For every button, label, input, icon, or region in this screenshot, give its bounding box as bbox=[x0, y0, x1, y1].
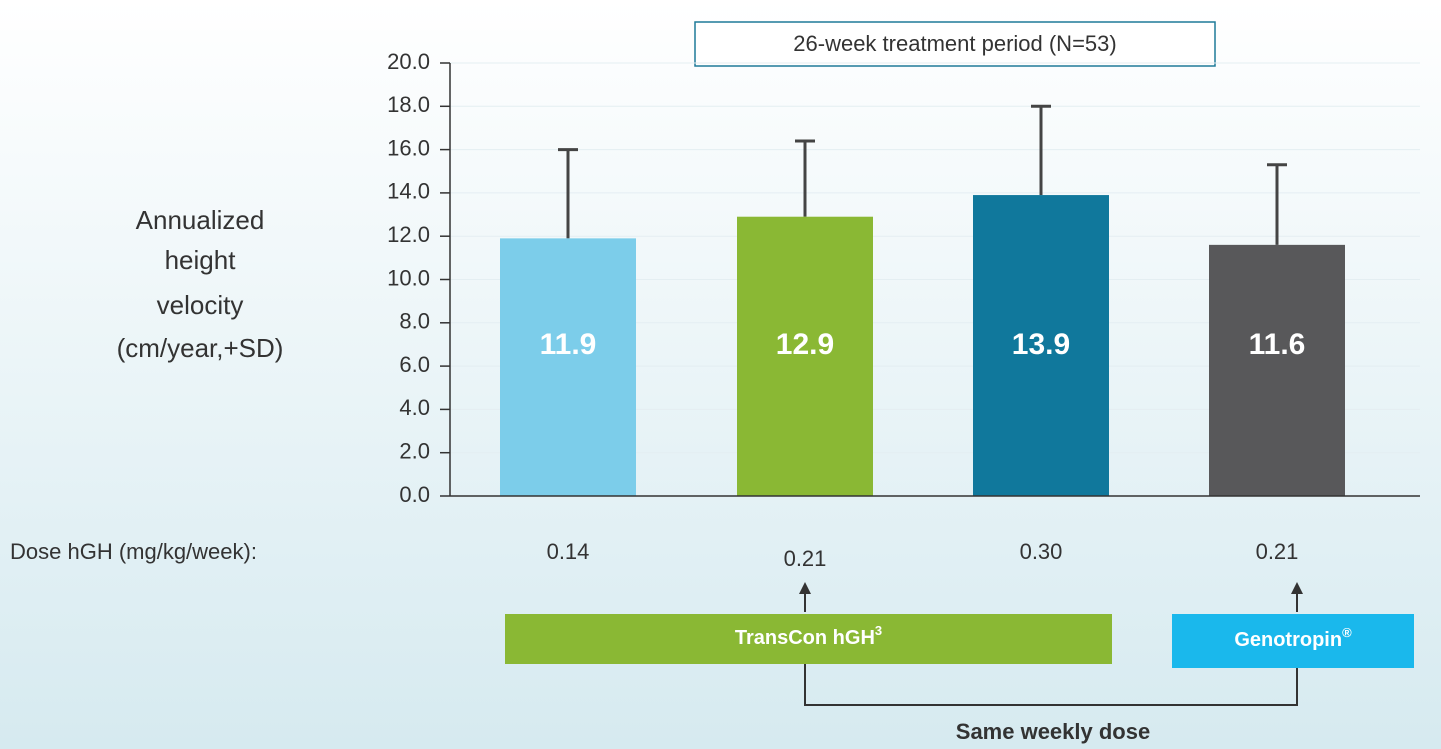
arrow-head bbox=[799, 582, 811, 594]
group-label: TransCon hGH3 bbox=[735, 623, 882, 649]
data-label: 13.9 bbox=[1012, 328, 1070, 361]
group-name: TransCon hGH bbox=[735, 627, 875, 649]
y-axis-label: Annualized bbox=[136, 205, 265, 235]
group-sup: 3 bbox=[875, 623, 882, 638]
y-axis-label: (cm/year,+SD) bbox=[117, 333, 284, 363]
x-tick-label: 0.21 bbox=[1256, 539, 1299, 564]
y-tick-label: 12.0 bbox=[387, 222, 430, 247]
y-tick-label: 2.0 bbox=[399, 439, 430, 464]
y-tick-label: 0.0 bbox=[399, 482, 430, 507]
bar bbox=[737, 216, 873, 496]
chart-title: 26-week treatment period (N=53) bbox=[793, 31, 1116, 56]
x-axis-label: Dose hGH (mg/kg/week): bbox=[10, 539, 257, 564]
x-tick-label: 0.30 bbox=[1020, 539, 1063, 564]
group-box bbox=[1172, 614, 1414, 668]
y-tick-label: 18.0 bbox=[387, 92, 430, 117]
y-axis-label: velocity bbox=[157, 290, 244, 320]
x-tick-label: 0.21 bbox=[784, 546, 827, 571]
group-sup: ® bbox=[1342, 625, 1352, 640]
arrow-head bbox=[1291, 582, 1303, 594]
y-tick-label: 14.0 bbox=[387, 179, 430, 204]
y-axis-label: height bbox=[165, 245, 237, 275]
y-tick-label: 16.0 bbox=[387, 135, 430, 160]
group-box bbox=[505, 614, 1112, 664]
bar bbox=[1209, 244, 1345, 496]
group-label: Genotropin® bbox=[1234, 625, 1352, 651]
group-name: Genotropin bbox=[1234, 629, 1342, 651]
title-box bbox=[694, 21, 1216, 67]
bracket bbox=[804, 592, 1298, 706]
y-tick-label: 4.0 bbox=[399, 395, 430, 420]
data-label: 11.9 bbox=[540, 328, 597, 361]
bar bbox=[500, 238, 636, 497]
y-tick-label: 10.0 bbox=[387, 265, 430, 290]
y-tick-label: 8.0 bbox=[399, 309, 430, 334]
data-label: 11.6 bbox=[1249, 328, 1306, 361]
y-tick-label: 6.0 bbox=[399, 352, 430, 377]
data-label: 12.9 bbox=[776, 328, 834, 361]
bar bbox=[973, 195, 1109, 496]
y-tick-label: 20.0 bbox=[387, 49, 430, 74]
x-tick-label: 0.14 bbox=[547, 539, 590, 564]
comparison-label: Same weekly dose bbox=[956, 719, 1150, 744]
